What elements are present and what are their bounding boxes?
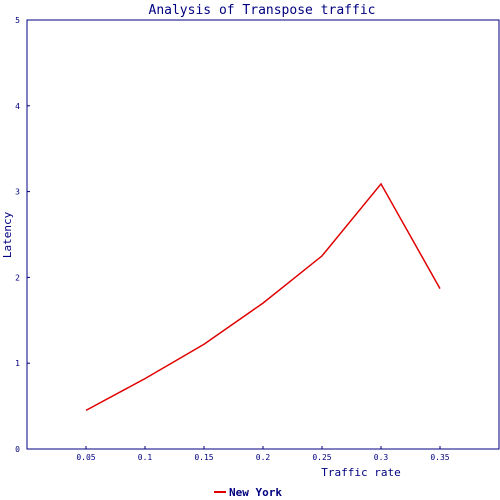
y-tick-label: 2 — [15, 273, 20, 282]
y-tick-label: 3 — [15, 188, 20, 197]
y-tick-label: 0 — [15, 445, 20, 454]
y-tick-label: 5 — [15, 16, 20, 25]
series-line-new-york — [85, 182, 441, 412]
x-tick-label: 0.3 — [374, 453, 389, 462]
chart-title: Analysis of Transpose traffic — [149, 3, 376, 18]
x-tick-label: 0.35 — [430, 453, 449, 462]
y-tick-label: 4 — [15, 102, 20, 111]
y-tick-label: 1 — [15, 359, 20, 368]
x-tick-label: 0.15 — [194, 453, 213, 462]
legend: New York — [214, 486, 282, 499]
x-tick-label: 0.05 — [76, 453, 95, 462]
y-axis-ticks: 0 1 2 3 4 5 — [15, 16, 30, 454]
x-axis-label: Traffic rate — [321, 466, 400, 479]
plot-area — [26, 19, 500, 450]
x-axis-ticks: 0.05 0.1 0.15 0.2 0.25 0.3 0.35 — [76, 446, 450, 462]
x-tick-label: 0.25 — [312, 453, 331, 462]
y-axis-label: Latency — [1, 211, 14, 258]
x-tick-label: 0.2 — [256, 453, 271, 462]
x-tick-label: 0.1 — [138, 453, 153, 462]
series-layer — [85, 182, 441, 412]
legend-label-new-york: New York — [229, 486, 282, 499]
